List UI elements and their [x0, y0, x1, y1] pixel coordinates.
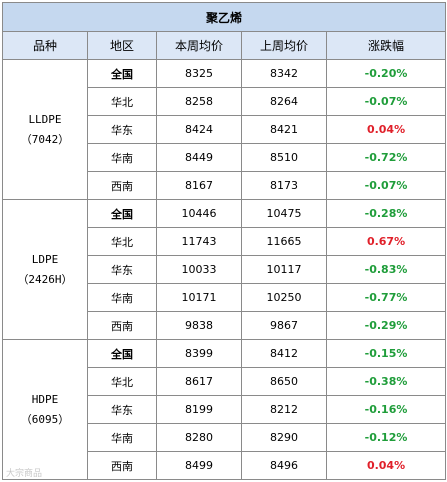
- table-row: 华南 8280 8290 -0.12%: [3, 423, 447, 452]
- change-cell: -0.15%: [325, 339, 447, 368]
- last-week-price-cell: 10250: [241, 283, 327, 312]
- this-week-price-cell: 8399: [156, 339, 242, 368]
- last-week-price-cell: 8342: [241, 59, 327, 88]
- this-week-price-cell: 10171: [156, 283, 242, 312]
- last-week-price-cell: 8510: [241, 143, 327, 172]
- last-week-price-cell: 11665: [241, 227, 327, 256]
- last-week-price-cell: 8212: [241, 395, 327, 424]
- region-cell: 华北: [87, 87, 157, 116]
- product-cell: LLDPE （7042）: [2, 59, 88, 200]
- this-week-price-cell: 8199: [156, 395, 242, 424]
- product-name: HDPE: [31, 392, 59, 406]
- this-week-price-cell: 9838: [156, 311, 242, 340]
- this-week-price-cell: 8325: [156, 59, 242, 88]
- this-week-price-cell: 8258: [156, 87, 242, 116]
- last-week-price-cell: 8290: [241, 423, 327, 452]
- table-row: 华南 8449 8510 -0.72%: [3, 143, 447, 172]
- product-name: LLDPE: [28, 112, 62, 126]
- change-cell: -0.16%: [325, 395, 447, 424]
- product-code: （2426H）: [17, 272, 73, 286]
- this-week-price-cell: 8499: [156, 451, 242, 480]
- region-cell: 西南: [87, 171, 157, 200]
- region-cell: 华南: [87, 143, 157, 172]
- table-row: LLDPE （7042） 全国 8325 8342 -0.20%: [2, 59, 447, 200]
- last-week-price-cell: 8496: [241, 451, 327, 480]
- table-row: 华东 10033 10117 -0.83%: [3, 255, 447, 284]
- this-week-price-cell: 10446: [156, 199, 242, 228]
- this-week-price-cell: 11743: [156, 227, 242, 256]
- table-row: 西南 8499 8496 0.04%: [3, 451, 447, 480]
- header-this-week-price: 本周均价: [156, 31, 242, 60]
- table-body: LLDPE （7042） 全国 8325 8342 -0.20% 华北 8258 8264 -0.…: [2, 59, 447, 480]
- change-cell: 0.04%: [325, 451, 447, 480]
- region-cell: 华东: [87, 115, 157, 144]
- product-cell: HDPE （6095）: [2, 339, 88, 480]
- product-code: （6095）: [20, 412, 70, 426]
- table-row: 华北 11743 11665 0.67%: [3, 227, 447, 256]
- region-cell: 华北: [87, 367, 157, 396]
- last-week-price-cell: 8650: [241, 367, 327, 396]
- region-cell: 西南: [87, 451, 157, 480]
- header-region: 地区: [87, 31, 157, 60]
- product-code: （7042）: [20, 132, 70, 146]
- change-cell: 0.04%: [325, 115, 447, 144]
- change-cell: -0.77%: [325, 283, 447, 312]
- last-week-price-cell: 10475: [241, 199, 327, 228]
- table-row: 华北 8258 8264 -0.07%: [3, 87, 447, 116]
- change-cell: -0.83%: [325, 255, 447, 284]
- header-product: 品种: [2, 31, 88, 60]
- region-cell: 华南: [87, 283, 157, 312]
- product-name: LDPE: [31, 252, 59, 266]
- last-week-price-cell: 8412: [241, 339, 327, 368]
- change-cell: -0.72%: [325, 143, 447, 172]
- change-cell: -0.12%: [325, 423, 447, 452]
- this-week-price-cell: 8167: [156, 171, 242, 200]
- header-last-week-price: 上周均价: [241, 31, 327, 60]
- product-cell: LDPE （2426H）: [2, 199, 88, 340]
- change-cell: -0.29%: [325, 311, 447, 340]
- this-week-price-cell: 10033: [156, 255, 242, 284]
- header-change: 涨跌幅: [325, 31, 447, 60]
- change-cell: -0.38%: [325, 367, 447, 396]
- region-cell: 华东: [87, 395, 157, 424]
- watermark-text: 大宗商品: [6, 469, 43, 479]
- this-week-price-cell: 8424: [156, 115, 242, 144]
- region-cell: 西南: [87, 311, 157, 340]
- change-cell: -0.07%: [325, 87, 447, 116]
- table-title: 聚乙烯: [1, 2, 447, 32]
- table-row: HDPE （6095） 全国 8399 8412 -0.15%: [2, 339, 447, 480]
- last-week-price-cell: 8421: [241, 115, 327, 144]
- region-cell: 全国: [87, 339, 157, 368]
- last-week-price-cell: 9867: [241, 311, 327, 340]
- change-cell: -0.07%: [325, 171, 447, 200]
- region-cell: 全国: [87, 59, 157, 88]
- change-cell: -0.28%: [325, 199, 447, 228]
- table-row: 华东 8424 8421 0.04%: [3, 115, 447, 144]
- this-week-price-cell: 8449: [156, 143, 242, 172]
- change-cell: -0.20%: [325, 59, 447, 88]
- region-cell: 华南: [87, 423, 157, 452]
- last-week-price-cell: 8264: [241, 87, 327, 116]
- table-row: 西南 9838 9867 -0.29%: [3, 311, 447, 340]
- table-row: 华南 10171 10250 -0.77%: [3, 283, 447, 312]
- region-cell: 全国: [87, 199, 157, 228]
- table-row: 西南 8167 8173 -0.07%: [3, 171, 447, 200]
- change-cell: 0.67%: [325, 227, 447, 256]
- table-row: LDPE （2426H） 全国 10446 10475 -0.28%: [2, 199, 447, 340]
- region-cell: 华北: [87, 227, 157, 256]
- this-week-price-cell: 8280: [156, 423, 242, 452]
- region-cell: 华东: [87, 255, 157, 284]
- last-week-price-cell: 10117: [241, 255, 327, 284]
- this-week-price-cell: 8617: [156, 367, 242, 396]
- last-week-price-cell: 8173: [241, 171, 327, 200]
